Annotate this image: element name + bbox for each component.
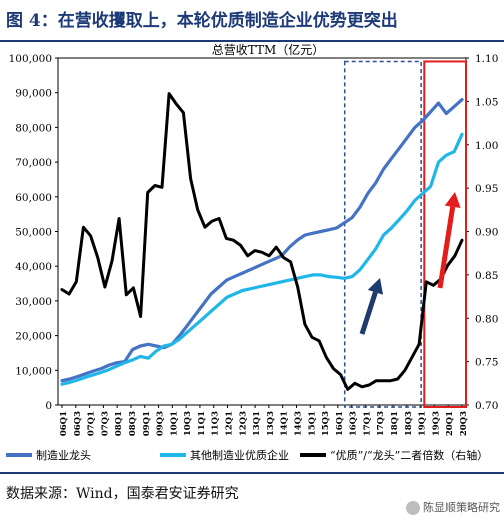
series-line [60,92,464,391]
series-line [60,97,464,383]
x-tick-label: 11Q3 [211,411,221,436]
footer-rule [0,472,504,474]
watermark-text: 陈显顺策略研究 [423,501,500,514]
watermark: 陈显顺策略研究 [406,499,500,515]
blue-up-arrow-head [367,278,384,295]
x-tick-label: 14Q3 [293,411,303,436]
y-left-tick-label: 50,000 [15,227,52,239]
x-tick-label: 19Q3 [431,411,441,436]
y-right-tick-label: 0.95 [475,183,498,195]
x-tick-label: 15Q3 [321,411,331,436]
x-tick-label: 10Q1 [169,411,179,436]
figure-title: 图 4：在营收攫取上，本轮优质制造企业优势更突出 [6,11,398,31]
x-tick-label: 06Q1 [59,411,69,436]
series-line [60,132,464,386]
y-right-tick-label: 0.80 [475,313,498,325]
x-tick-label: 10Q3 [183,411,193,436]
y-left-tick-label: 20,000 [15,331,52,343]
x-tick-label: 20Q1 [445,411,455,436]
figure-header: 图 4：在营收攫取上，本轮优质制造企业优势更突出 [0,0,504,42]
y-left-tick-label: 0 [45,400,52,412]
x-tick-label: 17Q1 [362,411,372,436]
x-tick-label: 17Q3 [376,411,386,436]
legend-label: “优质”/“龙头”二者倍数（右轴） [330,448,488,462]
y-right-tick-label: 1.00 [475,140,498,152]
x-tick-label: 18Q1 [390,411,400,436]
x-tick-label: 15Q1 [307,411,317,436]
x-tick-label: 07Q3 [100,411,110,436]
red-up-arrow-shaft [437,206,456,289]
x-tick-label: 13Q3 [266,411,276,436]
x-tick-label: 08Q3 [128,411,138,436]
y-left-tick-label: 100,000 [9,53,52,65]
chart-title: 总营收TTM（亿元） [212,42,325,57]
data-source: 数据来源：Wind，国泰君安证券研究 [6,486,239,502]
x-tick-label: 08Q1 [114,411,124,436]
x-tick-label: 14Q1 [280,411,290,436]
red-highlight-box [423,60,467,408]
y-right-tick-label: 1.10 [475,53,498,65]
x-tick-label: 16Q3 [349,411,359,436]
x-tick-label: 09Q3 [156,411,166,436]
x-tick-label: 13Q1 [252,411,262,436]
blue-up-arrow-shaft [359,291,378,335]
y-left-tick-label: 30,000 [15,296,52,308]
y-right-tick-label: 0.70 [475,400,498,412]
y-left-tick-label: 90,000 [15,88,52,100]
x-tick-label: 06Q3 [73,411,83,436]
x-tick-label: 16Q1 [335,411,345,436]
y-right-tick-label: 1.05 [475,96,498,108]
y-right-tick-label: 0.90 [475,227,498,239]
x-tick-label: 20Q3 [459,411,469,436]
y-left-tick-label: 40,000 [15,261,52,273]
y-left-tick-label: 10,000 [15,365,52,377]
revenue-chart: 0 10,000 20,000 30,000 40,000 50,000 60,000 70,… [6,42,498,462]
x-tick-label: 11Q1 [197,411,207,436]
x-tick-label: 12Q1 [225,411,235,436]
y-left-tick-label: 80,000 [15,122,52,134]
x-tick-label: 09Q1 [142,411,152,436]
x-tick-label: 07Q1 [87,411,97,436]
dashed-highlight-box [343,60,422,408]
legend-label: 其他制造业优质企业 [190,448,289,462]
y-right-tick-label: 0.85 [475,270,498,282]
x-tick-label: 18Q3 [404,411,414,436]
red-up-arrow-head [444,192,461,209]
y-left-tick-label: 60,000 [15,192,52,204]
x-tick-label: 12Q3 [238,411,248,436]
y-right-tick-label: 0.75 [475,357,498,369]
y-left-tick-label: 70,000 [15,157,52,169]
legend-label: 制造业龙头 [36,448,91,462]
x-tick-label: 19Q1 [418,411,428,436]
wechat-icon [406,501,420,515]
